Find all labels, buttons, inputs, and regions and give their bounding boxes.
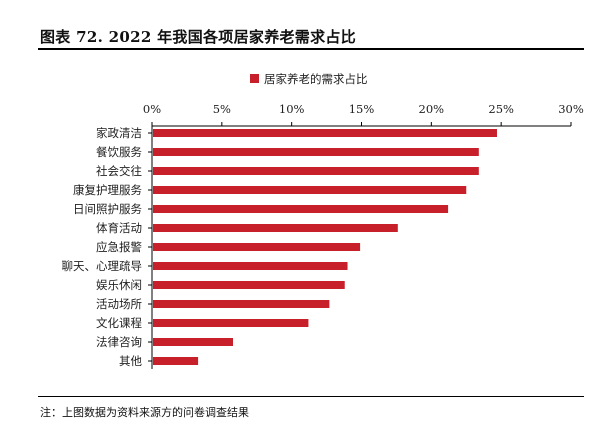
- x-tick-label: 15%: [349, 102, 375, 116]
- x-tick-label: 5%: [213, 102, 231, 116]
- category-label: 文化课程: [96, 316, 142, 330]
- category-label: 其他: [119, 354, 142, 368]
- bar: [153, 357, 199, 365]
- x-tick-label: 20%: [419, 102, 445, 116]
- category-label: 餐饮服务: [96, 145, 142, 159]
- category-label: 娱乐休闲: [96, 278, 142, 292]
- bar: [153, 319, 309, 327]
- legend: 居家养老的需求占比: [250, 72, 368, 86]
- legend-swatch: [250, 74, 259, 83]
- bar: [153, 243, 361, 251]
- category-label: 康复护理服务: [73, 183, 142, 197]
- x-tick-label: 25%: [488, 102, 514, 116]
- bar: [153, 167, 479, 175]
- x-axis: 0% 5% 10% 15% 20% 25% 30%: [143, 102, 584, 369]
- bar: [153, 205, 449, 213]
- bar: [153, 300, 330, 308]
- bars: [153, 129, 497, 365]
- bar: [153, 148, 479, 156]
- figure-title: 图表 72. 2022 年我国各项居家养老需求占比: [40, 28, 357, 46]
- category-label: 日间照护服务: [73, 202, 142, 216]
- category-label: 家政清洁: [96, 126, 142, 140]
- category-label: 法律咨询: [96, 335, 142, 349]
- note-rule: [38, 396, 584, 397]
- legend-label: 居家养老的需求占比: [264, 72, 368, 86]
- category-label: 体育活动: [96, 221, 142, 235]
- category-label: 应急报警: [96, 240, 142, 254]
- bar: [153, 338, 234, 346]
- x-tick-label: 0%: [143, 102, 161, 116]
- category-labels: 家政清洁餐饮服务社会交往康复护理服务日间照护服务体育活动应急报警聊天、心理疏导娱…: [62, 126, 152, 368]
- category-label: 社会交往: [96, 164, 142, 178]
- bar: [153, 262, 348, 270]
- bar: [153, 224, 398, 232]
- source-note: 注：上图数据为资料来源方的问卷调查结果: [40, 406, 249, 419]
- x-tick-label: 30%: [558, 102, 584, 116]
- x-tick-label: 10%: [279, 102, 305, 116]
- category-label: 聊天、心理疏导: [62, 259, 143, 273]
- title-underline: [38, 48, 584, 50]
- bar: [153, 281, 345, 289]
- bar: [153, 186, 467, 194]
- bar: [153, 129, 497, 137]
- category-label: 活动场所: [96, 297, 142, 311]
